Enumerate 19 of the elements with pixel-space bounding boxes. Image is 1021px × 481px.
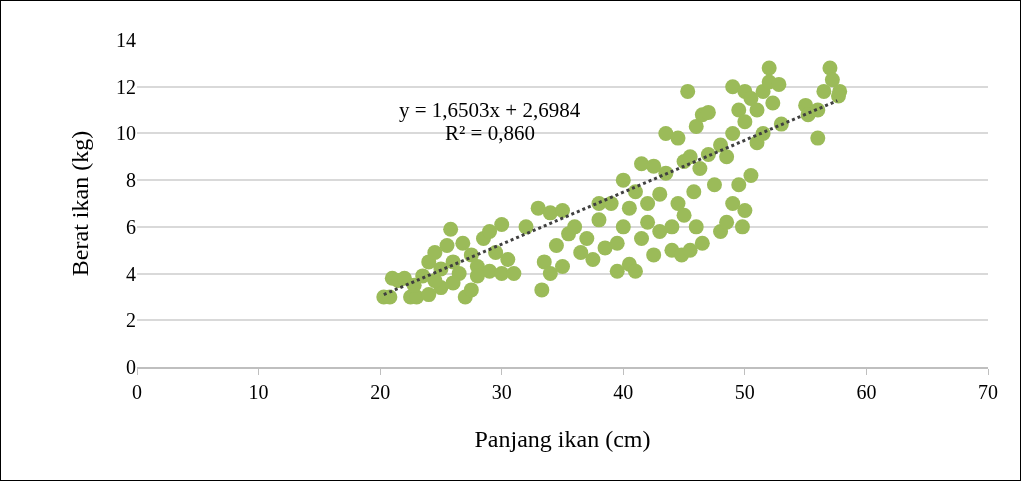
- annotation: y = 1,6503x + 2,6984: [399, 98, 581, 122]
- x-tick-label: 40: [613, 381, 634, 403]
- y-tick-label: 14: [116, 29, 136, 51]
- x-tick-label: 50: [734, 381, 755, 403]
- x-tick-label: 30: [491, 381, 512, 403]
- y-axis-title: Berat ikan (kg): [67, 130, 94, 277]
- y-tick-label: 6: [126, 215, 136, 238]
- x-tick-label: 10: [248, 381, 269, 403]
- y-tick-label: 2: [126, 309, 136, 332]
- y-tick-label: 4: [126, 262, 136, 285]
- x-tick-label: 20: [370, 381, 391, 403]
- y-tick-label: 0: [126, 356, 136, 378]
- y-tick-label: 10: [116, 122, 136, 145]
- annotation: R² = 0,860: [445, 121, 535, 145]
- x-tick-label: 60: [856, 381, 877, 403]
- x-tick-label: 70: [978, 381, 998, 403]
- x-axis-title: Panjang ikan (cm): [474, 425, 651, 452]
- y-tick-label: 12: [116, 75, 136, 98]
- y-tick-label: 8: [126, 169, 136, 192]
